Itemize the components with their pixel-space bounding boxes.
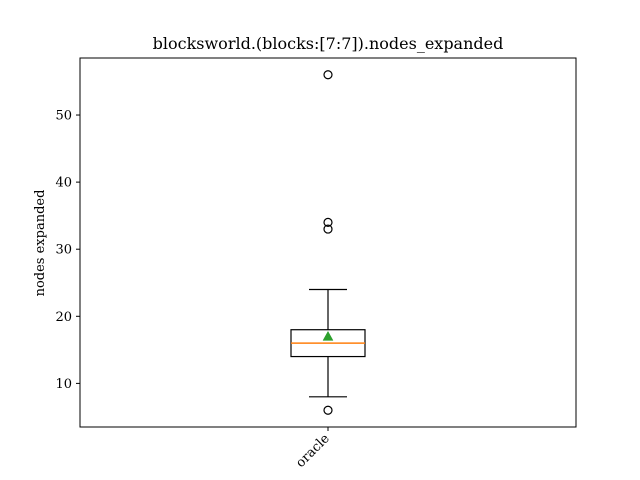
chart-title: blocksworld.(blocks:[7:7]).nodes_expande…: [153, 34, 504, 53]
outlier-point: [323, 224, 333, 234]
outlier-point: [323, 70, 333, 80]
y-tick-label: 30: [55, 243, 72, 258]
y-tick-label: 10: [55, 377, 72, 392]
mean-marker: [322, 330, 334, 341]
plot-area: 10 20 30 40 50 oracle: [55, 57, 577, 471]
y-tick-label: 50: [55, 109, 72, 124]
outlier-point: [323, 217, 333, 227]
y-tick-label: 40: [55, 176, 72, 191]
y-axis-label: nodes expanded: [33, 190, 48, 297]
y-tick-label: 20: [55, 310, 72, 325]
x-tick-label: oracle: [293, 431, 333, 471]
outlier-point: [323, 405, 333, 415]
